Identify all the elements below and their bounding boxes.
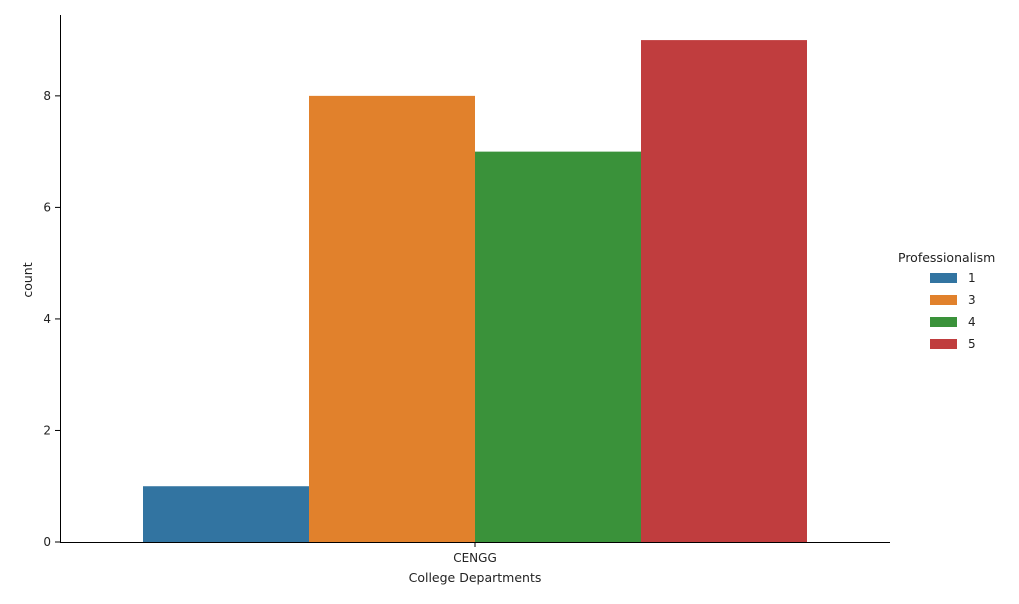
legend-swatch-1 [930,273,957,283]
bar-cengg-series-1 [143,486,309,542]
legend-label-5: 5 [968,337,976,351]
bars-group [143,40,807,543]
bar-cengg-series-4 [475,151,641,542]
y-axis-ticks: 0 2 4 6 8 [43,89,60,549]
x-tick-label: CENGG [453,551,497,565]
legend-label-1: 1 [968,271,976,285]
y-tick-label: 8 [43,89,51,103]
legend-swatch-4 [930,317,957,327]
legend-label-3: 3 [968,293,976,307]
x-axis-label: College Departments [409,570,542,585]
bar-cengg-series-5 [641,40,807,542]
y-tick-label: 2 [43,423,51,437]
legend: Professionalism 1 3 4 5 [898,250,995,351]
x-axis-ticks: CENGG [453,542,497,565]
legend-label-4: 4 [968,315,976,329]
legend-title: Professionalism [898,250,995,265]
legend-swatch-5 [930,339,957,349]
bar-cengg-series-3 [309,95,475,543]
y-tick-label: 4 [43,312,51,326]
y-axis-label: count [20,262,35,297]
y-tick-label: 0 [43,535,51,549]
legend-swatch-3 [930,295,957,305]
y-tick-label: 6 [43,200,51,214]
